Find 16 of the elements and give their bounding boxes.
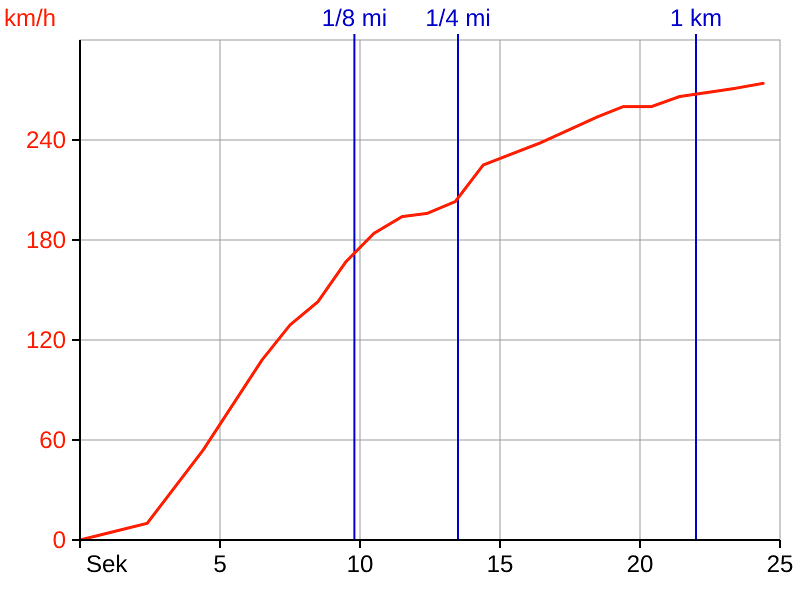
y-tick-label: 180 xyxy=(26,227,66,254)
y-tick-label: 240 xyxy=(26,127,66,154)
ref-line-label: 1/8 mi xyxy=(322,5,388,32)
x-axis-title: Sek xyxy=(86,551,128,578)
x-tick-label: 15 xyxy=(486,551,514,578)
line-series xyxy=(78,82,765,542)
y-tick-label: 120 xyxy=(26,327,66,354)
x-tick-label: 5 xyxy=(213,551,227,578)
y-axis-title: km/h xyxy=(4,5,56,32)
ref-line-label: 1/4 mi xyxy=(425,5,491,32)
x-tick-label: 20 xyxy=(626,551,654,578)
ref-line-label: 1 km xyxy=(670,5,722,32)
y-tick-label: 60 xyxy=(39,427,66,454)
x-tick-label: 25 xyxy=(766,551,794,578)
y-tick-label: 0 xyxy=(52,527,66,554)
x-tick-label: 10 xyxy=(346,551,374,578)
